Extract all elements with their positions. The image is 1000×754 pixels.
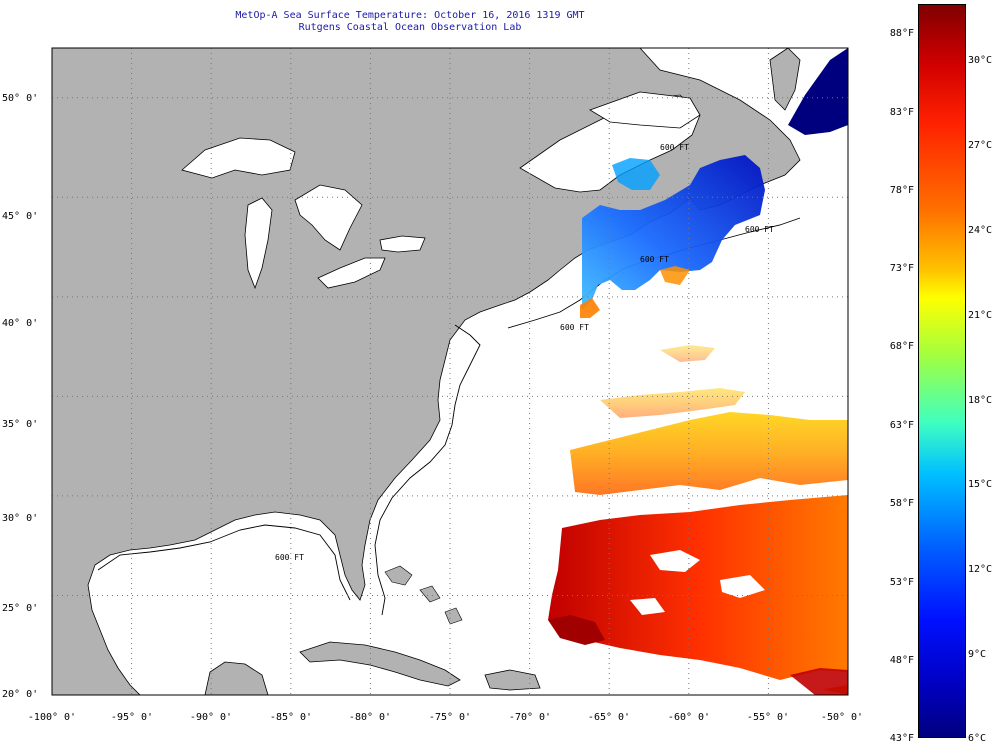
newfoundland bbox=[788, 48, 848, 135]
contour-label: 600 FT bbox=[660, 143, 689, 152]
lon-label: -90° 0' bbox=[189, 712, 233, 723]
fahrenheit-label: 53°F bbox=[889, 577, 914, 588]
fahrenheit-label: 83°F bbox=[889, 107, 914, 118]
lon-label: -50° 0' bbox=[820, 712, 864, 723]
lon-label: -85° 0' bbox=[269, 712, 313, 723]
celsius-label: 18°C bbox=[968, 395, 993, 406]
yucatan bbox=[204, 661, 269, 695]
celsius-label: 30°C bbox=[968, 55, 993, 66]
celsius-label: 9°C bbox=[968, 649, 987, 660]
fahrenheit-label: 68°F bbox=[889, 341, 914, 352]
lon-label: -75° 0' bbox=[428, 712, 472, 723]
lon-label: -80° 0' bbox=[348, 712, 392, 723]
lon-label: -95° 0' bbox=[110, 712, 154, 723]
fahrenheit-label: 73°F bbox=[889, 263, 914, 274]
contour-label: 600 FT bbox=[275, 553, 304, 562]
fahrenheit-label: 78°F bbox=[889, 185, 914, 196]
hispaniola bbox=[484, 669, 541, 691]
celsius-label: 24°C bbox=[968, 225, 993, 236]
lat-label: 30° 0' bbox=[2, 513, 39, 524]
lat-label: 40° 0' bbox=[2, 318, 39, 329]
fahrenheit-label: 48°F bbox=[889, 655, 914, 666]
map-frame bbox=[51, 47, 849, 696]
lat-label: 35° 0' bbox=[2, 419, 39, 430]
fahrenheit-label: 88°F bbox=[889, 28, 914, 39]
hudson-bay-area bbox=[589, 91, 701, 129]
lon-label: -70° 0' bbox=[508, 712, 552, 723]
lon-label: -60° 0' bbox=[667, 712, 711, 723]
celsius-label: 12°C bbox=[968, 564, 993, 575]
cuba bbox=[299, 641, 461, 687]
lon-label: -100° 0' bbox=[27, 712, 77, 723]
lat-label: 20° 0' bbox=[2, 689, 39, 700]
contour-label: 600 FT bbox=[560, 323, 589, 332]
contour-label: 600 FT bbox=[745, 225, 774, 234]
sst-mid-region bbox=[570, 345, 848, 495]
labrador-coast bbox=[769, 48, 801, 111]
lon-label: -65° 0' bbox=[587, 712, 631, 723]
bahamas bbox=[384, 565, 463, 625]
contour-label: 600 FT bbox=[640, 255, 669, 264]
celsius-label: 27°C bbox=[968, 140, 993, 151]
fahrenheit-label: 58°F bbox=[889, 498, 914, 509]
fahrenheit-label: 63°F bbox=[889, 420, 914, 431]
lat-label: 50° 0' bbox=[2, 93, 39, 104]
color-scale-bar bbox=[918, 4, 966, 738]
lat-label: 45° 0' bbox=[2, 211, 39, 222]
sst-cold-region bbox=[580, 155, 765, 318]
map-title: MetOp-A Sea Surface Temperature: October… bbox=[235, 10, 585, 21]
fahrenheit-label: 43°F bbox=[889, 733, 914, 744]
celsius-label: 15°C bbox=[968, 479, 993, 490]
lon-label: -55° 0' bbox=[746, 712, 790, 723]
great-lakes bbox=[181, 137, 426, 290]
lat-label: 25° 0' bbox=[2, 603, 39, 614]
celsius-label: 21°C bbox=[968, 310, 993, 321]
celsius-label: 6°C bbox=[968, 733, 987, 744]
map-subtitle: Rutgens Coastal Ocean Observation Lab bbox=[298, 22, 522, 33]
